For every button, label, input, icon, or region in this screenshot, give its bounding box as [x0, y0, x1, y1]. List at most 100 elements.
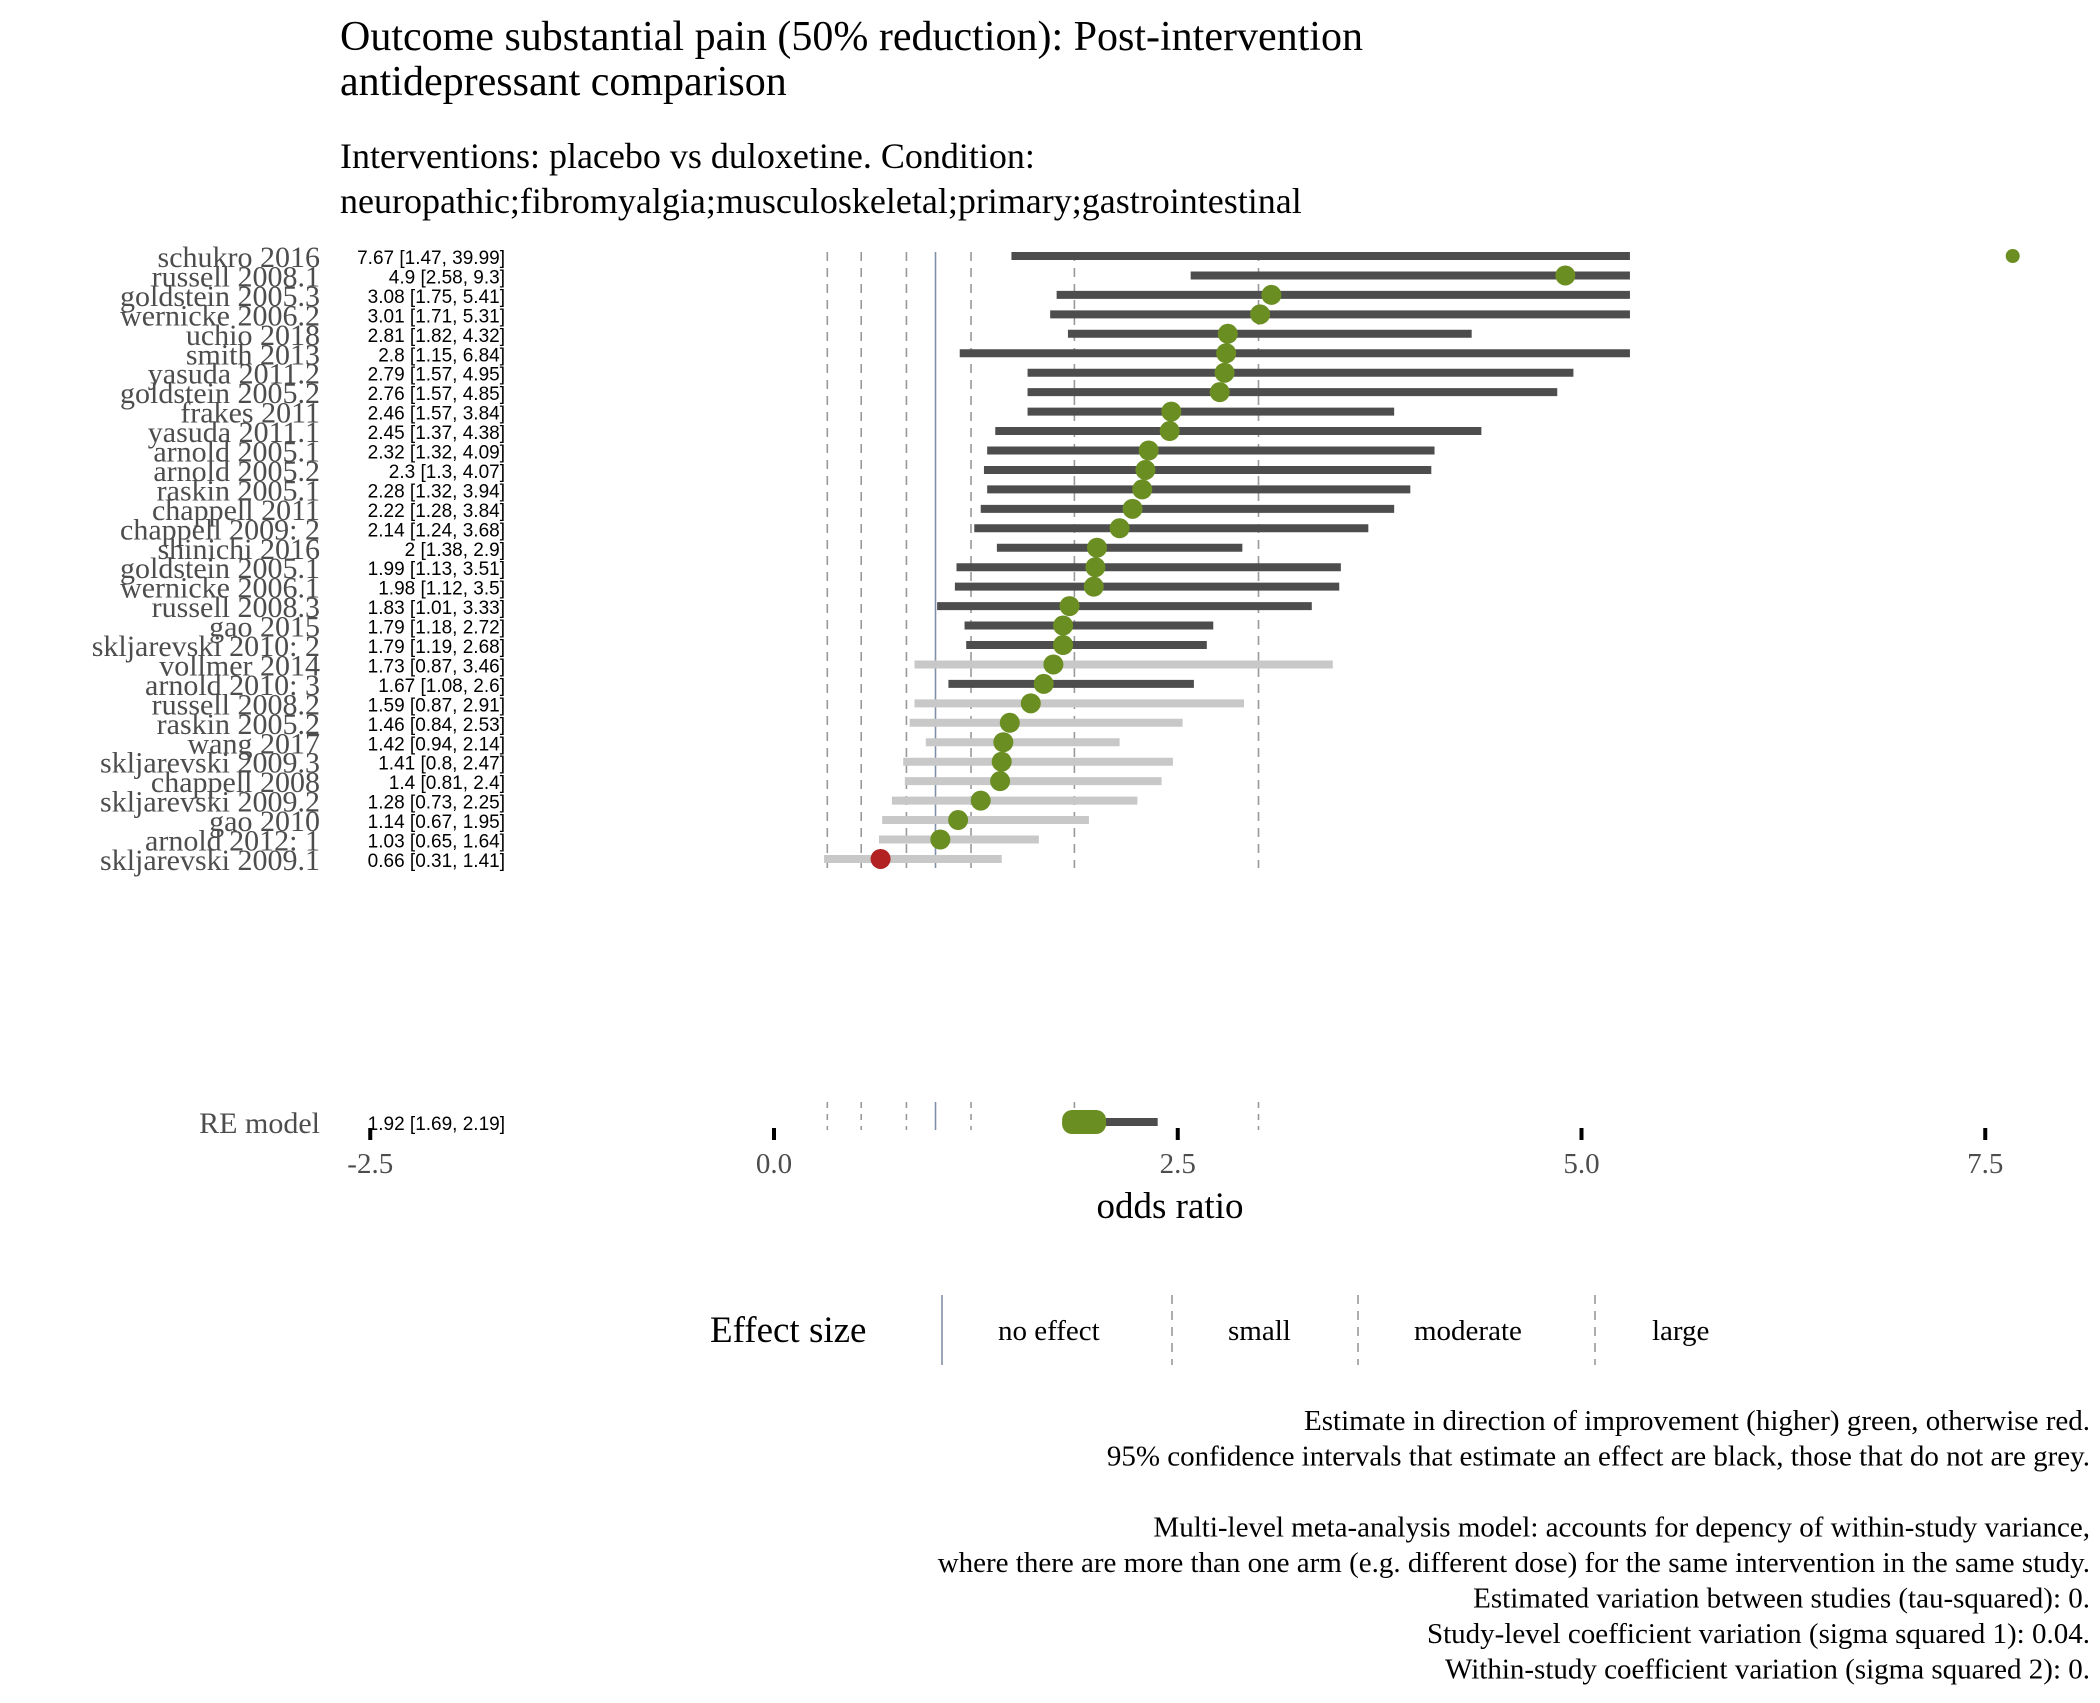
- study-label: skljarevski 2010: 2: [92, 630, 320, 663]
- point-estimate: [1250, 304, 1271, 325]
- point-estimate: [1053, 635, 1074, 655]
- estimate-label: 1.46 [0.84, 2.53]: [368, 715, 505, 736]
- estimate-label: 2.76 [1.57, 4.85]: [368, 384, 505, 405]
- x-tick-label: -2.5: [347, 1148, 393, 1180]
- subtitle-line: neuropathic;fibromyalgia;musculoskeletal…: [340, 181, 1302, 221]
- point-estimate: [930, 829, 951, 850]
- estimate-label: 1.98 [1.12, 3.5]: [378, 579, 505, 600]
- title-line: antidepressant comparison: [340, 59, 787, 105]
- point-estimate: [948, 810, 969, 831]
- estimate-label: 7.67 [1.47, 39.99]: [357, 248, 505, 269]
- study-label: shinichi 2016: [158, 533, 321, 566]
- point-estimate: [1059, 596, 1080, 617]
- study-label: arnold 2010: 3: [145, 669, 320, 702]
- point-estimate: [870, 848, 891, 869]
- study-label: uchio 2018: [186, 319, 320, 352]
- x-tick-label: 7.5: [1967, 1148, 2003, 1180]
- estimate-label: 2.32 [1.32, 4.09]: [368, 443, 505, 464]
- estimate-label: 3.01 [1.71, 5.31]: [368, 306, 505, 327]
- caption: Estimate in direction of improvement (hi…: [938, 1405, 2090, 1686]
- study-label: gao 2015: [209, 611, 320, 644]
- caption-line: Study-level coefficient variation (sigma…: [1427, 1618, 2090, 1650]
- point-estimate: [2005, 249, 2020, 263]
- caption-line: 95% confidence intervals that estimate a…: [1107, 1441, 2090, 1473]
- legend-title: Effect size: [710, 1310, 866, 1351]
- legend-label-moderate: moderate: [1414, 1315, 1522, 1347]
- study-label: gao 2010: [209, 805, 320, 838]
- study-label: chappell 2011: [152, 494, 320, 527]
- study-label: wernicke 2006.1: [120, 572, 320, 605]
- study-label: goldstein 2005.2: [120, 377, 320, 410]
- point-estimate: [1122, 498, 1143, 519]
- estimate-label: 1.03 [0.65, 1.64]: [368, 832, 505, 853]
- study-label: skljarevski 2009.1: [100, 844, 320, 877]
- point-estimate: [1161, 401, 1182, 422]
- estimate-label: 1.79 [1.18, 2.72]: [368, 618, 505, 639]
- estimate-label: 1.83 [1.01, 3.33]: [368, 598, 505, 619]
- point-estimate: [1053, 615, 1074, 636]
- estimate-label: 2.28 [1.32, 3.94]: [368, 481, 505, 502]
- effect-size-reference-lines: [826, 252, 1260, 868]
- study-label: goldstein 2005.3: [120, 280, 320, 313]
- study-label: raskin 2005.2: [157, 708, 320, 741]
- point-estimate: [1138, 440, 1159, 461]
- estimate-label: 1.41 [0.8, 2.47]: [378, 754, 505, 775]
- point-estimate: [1083, 576, 1104, 597]
- estimate-label: 1.67 [1.08, 2.6]: [378, 676, 505, 697]
- study-label: vollmer 2014: [159, 649, 320, 682]
- title-line: Outcome substantial pain (50% reduction)…: [340, 14, 1363, 60]
- study-label: skljarevski 2009.3: [100, 747, 320, 780]
- summary-estimate: [1062, 1110, 1107, 1134]
- study-label: raskin 2005.1: [157, 474, 320, 507]
- point-estimate: [970, 790, 991, 811]
- caption-line: Multi-level meta-analysis model: account…: [1153, 1512, 2090, 1544]
- subtitle-line: Interventions: placebo vs duloxetine. Co…: [340, 136, 1035, 176]
- estimate-label: 1.99 [1.13, 3.51]: [368, 559, 505, 580]
- estimate-label: 2.45 [1.37, 4.38]: [368, 423, 505, 444]
- x-tick-label: 0.0: [756, 1148, 792, 1180]
- point-estimate: [999, 712, 1020, 733]
- legend-label-large: large: [1652, 1315, 1709, 1347]
- summary-estimate-label: 1.92 [1.69, 2.19]: [368, 1114, 505, 1135]
- study-label: wang 2017: [188, 727, 320, 760]
- point-estimate: [1555, 265, 1576, 286]
- estimate-label: 1.79 [1.19, 2.68]: [368, 637, 505, 658]
- caption-line: Within-study coefficient variation (sigm…: [1445, 1654, 2090, 1686]
- estimate-label: 3.08 [1.75, 5.41]: [368, 287, 505, 308]
- caption-line: where there are more than one arm (e.g. …: [938, 1547, 2090, 1579]
- point-estimate: [1135, 459, 1156, 480]
- point-estimate: [1132, 479, 1153, 500]
- study-label: smith 2013: [186, 338, 320, 371]
- study-label: russell 2008.1: [152, 260, 320, 293]
- study-label: chappell 2009: 2: [120, 513, 320, 546]
- effect-size-legend: Effect size no effect small moderate large: [710, 1295, 1709, 1365]
- chart-subtitle: Interventions: placebo vs duloxetine. Co…: [340, 136, 1302, 221]
- study-label: russell 2008.3: [152, 591, 320, 624]
- point-estimate: [991, 751, 1012, 772]
- estimate-label: 1.14 [0.67, 1.95]: [368, 812, 505, 833]
- estimate-labels: 7.67 [1.47, 39.99]4.9 [2.58, 9.3]3.08 [1…: [357, 248, 505, 872]
- estimate-label: 1.4 [0.81, 2.4]: [389, 773, 505, 794]
- point-estimate: [1209, 382, 1230, 403]
- study-label: frakes 2011: [180, 397, 320, 430]
- study-label: schukro 2016: [158, 241, 320, 274]
- legend-label-no-effect: no effect: [998, 1315, 1100, 1347]
- study-label: yasuda 2011.1: [148, 416, 320, 449]
- estimate-label: 1.42 [0.94, 2.14]: [368, 734, 505, 755]
- estimate-label: 0.66 [0.31, 1.41]: [368, 851, 505, 872]
- point-estimate: [1109, 518, 1130, 539]
- study-label: arnold 2005.1: [153, 436, 320, 469]
- study-label: russell 2008.2: [152, 688, 320, 721]
- point-estimate: [1033, 673, 1054, 694]
- point-estimate: [1085, 557, 1106, 578]
- x-tick-label: 5.0: [1563, 1148, 1599, 1180]
- estimate-label: 2 [1.38, 2.9]: [405, 540, 505, 561]
- study-label: wernicke 2006.2: [120, 299, 320, 332]
- study-label: yasuda 2011.2: [148, 358, 320, 391]
- estimate-label: 4.9 [2.58, 9.3]: [389, 267, 505, 288]
- point-estimate: [1214, 362, 1235, 383]
- study-label: arnold 2005.2: [153, 455, 320, 488]
- point-estimate: [1217, 323, 1238, 344]
- summary-reference-ticks: [826, 1102, 1260, 1130]
